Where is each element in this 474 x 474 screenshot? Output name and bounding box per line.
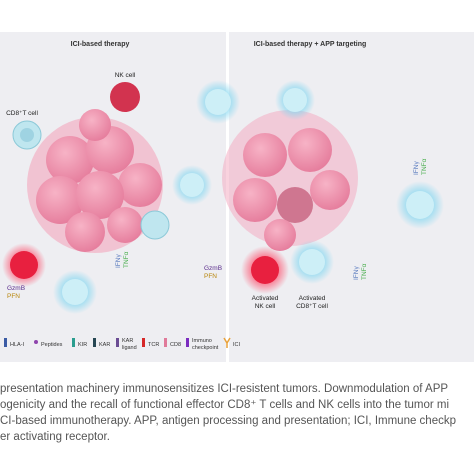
cell-label: CD8⁺T cell (296, 303, 328, 310)
cytokine: TNFα (361, 263, 368, 280)
t-cell (205, 89, 231, 115)
cytokine: GzmB (204, 265, 222, 272)
cytokine: PFN (7, 293, 20, 300)
panel-title: ICI-based therapy (71, 41, 130, 48)
cell-label: NK cell (255, 303, 276, 310)
legend-label: HLA-I (10, 342, 25, 348)
cytokine: PFN (204, 273, 217, 280)
t-cell (299, 249, 325, 275)
panel-title: ICI-based therapy + APP targeting (254, 41, 367, 48)
tumor (27, 109, 163, 253)
legend-label: checkpoint (192, 345, 219, 351)
cell-label: CD8⁺T cell (6, 110, 38, 117)
legend-label: CD8 (170, 342, 181, 348)
cytokine: GzmB (7, 285, 25, 292)
legend-label: Peptides (41, 342, 63, 348)
t-cell (406, 191, 434, 219)
legend-label: TCR (148, 342, 159, 348)
cell-label: Activated (299, 295, 326, 302)
caption-line: CI-based immunotherapy. APP, antigen pro… (0, 415, 456, 427)
caption-line: presentation machinery immunosensitizes … (0, 383, 449, 395)
legend-label: ICI (233, 342, 241, 348)
nk-cell (251, 256, 279, 284)
cell-label: NK cell (115, 72, 136, 79)
nk-cell (110, 82, 140, 112)
nucleus (20, 128, 34, 142)
figure: ICI-based therapy ICI-based therapy + AP… (0, 32, 474, 362)
t-cell (62, 279, 88, 305)
nk-cell (10, 251, 38, 279)
cytokine: TNFα (421, 158, 428, 175)
cytokine: IFNγ (115, 254, 122, 268)
legend-label: ligand (122, 345, 137, 351)
caption-line: ogenicity and the recall of functional e… (0, 399, 450, 411)
cytokine: TNFα (123, 251, 130, 268)
legend-label: KAR (122, 338, 133, 344)
cell-label: Activated (252, 295, 279, 302)
legend-label: KAR (99, 342, 110, 348)
legend-label: Immuno (192, 338, 212, 344)
t-cell (283, 88, 307, 112)
tumor (222, 110, 358, 251)
legend-label: KIR (78, 342, 87, 348)
legend: HLA-I Peptides KIR KAR KAR ligand TCR CD… (4, 337, 241, 351)
cytokine: IFNγ (353, 266, 360, 280)
t-cell (140, 210, 170, 240)
caption-line: er activating receptor. (0, 431, 110, 443)
cytokine: IFNγ (413, 161, 420, 175)
t-cell (180, 173, 204, 197)
